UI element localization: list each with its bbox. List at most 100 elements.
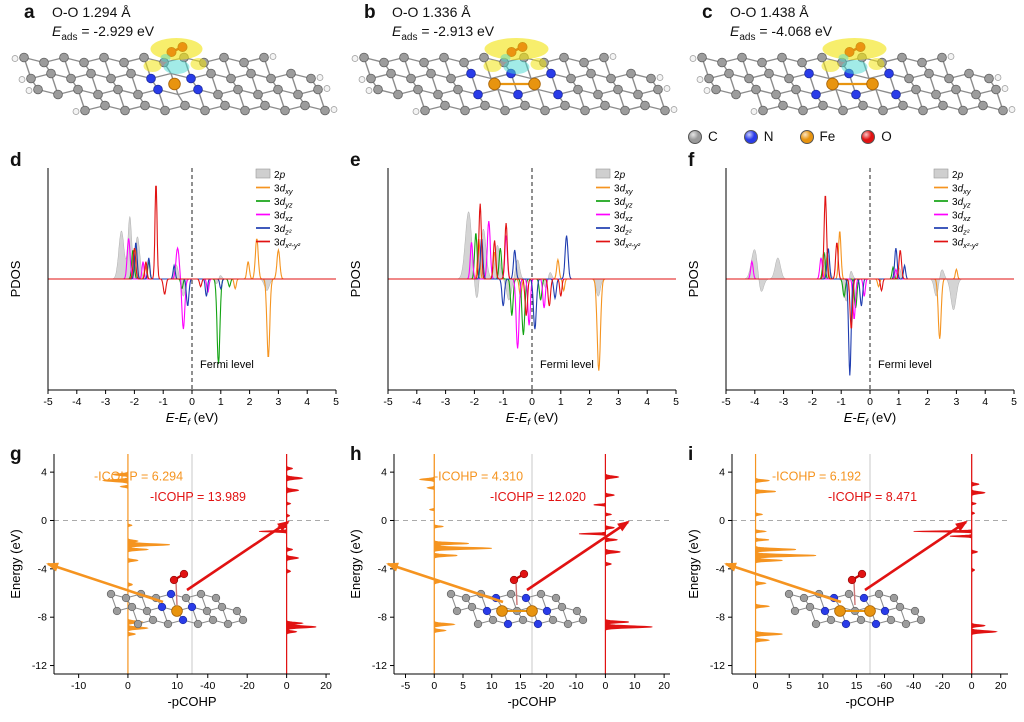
legend-label: Fe — [819, 129, 836, 144]
svg-text:3: 3 — [615, 396, 621, 408]
svg-text:3dxz: 3dxz — [274, 211, 293, 224]
svg-text:-ICOHP = 8.471: -ICOHP = 8.471 — [828, 490, 917, 504]
svg-text:0: 0 — [125, 680, 131, 692]
eads-symbol: E — [730, 23, 740, 39]
panel-g: g -10 0 10 -40 -20 0 20 4 0 -4 -8 -12 -pCOHP Energy (… — [8, 444, 343, 722]
svg-text:-pCOHP: -pCOHP — [845, 694, 894, 709]
svg-text:0: 0 — [867, 396, 873, 408]
panel-letter-b: b — [364, 2, 376, 23]
svg-text:4: 4 — [41, 467, 47, 479]
svg-text:-8: -8 — [38, 612, 47, 624]
cohp-inset-structure — [386, 520, 630, 629]
legend-item-nitrogen: N — [743, 129, 774, 144]
adsorption-energy-label: Eads = -2.913 eV — [392, 22, 494, 47]
svg-text:-pCOHP: -pCOHP — [167, 694, 216, 709]
svg-text:15: 15 — [515, 680, 527, 692]
atom-color-legend: C N Fe O — [688, 129, 892, 144]
svg-text:2p: 2p — [274, 170, 286, 181]
svg-text:3dx²-y²: 3dx²-y² — [952, 238, 979, 251]
svg-text:3dyz: 3dyz — [952, 197, 971, 210]
svg-text:E-Ef (eV): E-Ef (eV) — [166, 410, 218, 428]
carbon-atom-swatch — [688, 129, 702, 144]
svg-text:5: 5 — [333, 396, 339, 408]
panel-a: a O-O 1.294 Å Eads = -2.929 eV — [8, 0, 343, 148]
svg-text:1: 1 — [896, 396, 902, 408]
eads-value: = -2.929 eV — [77, 23, 155, 39]
svg-text:3: 3 — [275, 396, 281, 408]
svg-text:-60: -60 — [877, 680, 892, 692]
svg-text:0: 0 — [719, 515, 725, 527]
cohp-inset-structure — [46, 520, 290, 629]
svg-text:Energy (eV): Energy (eV) — [8, 529, 23, 598]
svg-text:-3: -3 — [441, 396, 450, 408]
panel-letter-e: e — [350, 150, 361, 171]
legend-item-oxygen: O — [861, 129, 892, 144]
oxygen-atom-swatch — [861, 129, 876, 144]
panel-c: c O-O 1.438 Å Eads = -4.068 eV — [686, 0, 1021, 148]
svg-text:1: 1 — [218, 396, 224, 408]
svg-text:10: 10 — [817, 680, 829, 692]
eads-value: = -2.913 eV — [417, 23, 495, 39]
svg-text:-4: -4 — [38, 563, 47, 575]
legend-label: N — [763, 129, 774, 144]
svg-text:3dxz: 3dxz — [614, 211, 633, 224]
svg-text:-3: -3 — [101, 396, 110, 408]
svg-text:E-Ef (eV): E-Ef (eV) — [844, 410, 896, 428]
svg-text:3dz²: 3dz² — [614, 224, 632, 237]
svg-text:4: 4 — [982, 396, 988, 408]
svg-text:20: 20 — [995, 680, 1007, 692]
svg-text:-20: -20 — [240, 680, 255, 692]
svg-text:4: 4 — [304, 396, 310, 408]
bond-length-label: O-O 1.294 Å — [52, 4, 131, 20]
svg-text:Energy (eV): Energy (eV) — [686, 529, 701, 598]
svg-text:5: 5 — [1011, 396, 1017, 408]
svg-text:1: 1 — [558, 396, 564, 408]
nitrogen-atom-swatch — [743, 129, 758, 144]
svg-text:-5: -5 — [383, 396, 392, 408]
svg-text:-20: -20 — [539, 680, 554, 692]
svg-text:0: 0 — [431, 680, 437, 692]
svg-text:-4: -4 — [750, 396, 759, 408]
molecule-structure-a — [11, 38, 338, 116]
svg-text:10: 10 — [629, 680, 641, 692]
svg-text:3dyz: 3dyz — [274, 197, 293, 210]
svg-text:2: 2 — [247, 396, 253, 408]
legend-label: O — [881, 129, 892, 144]
svg-text:-3: -3 — [779, 396, 788, 408]
svg-text:Energy (eV): Energy (eV) — [348, 529, 363, 598]
panel-f: f -5 -4 -3 -2 -1 0 1 2 3 4 5 E-Ef (eV) PDOS Fermi lev… — [686, 150, 1021, 442]
svg-text:2: 2 — [925, 396, 931, 408]
eads-symbol: E — [392, 23, 402, 39]
svg-text:-2: -2 — [808, 396, 817, 408]
panel-letter-h: h — [350, 444, 362, 465]
svg-text:0: 0 — [41, 515, 47, 527]
svg-text:-40: -40 — [906, 680, 921, 692]
svg-text:20: 20 — [658, 680, 670, 692]
svg-text:-1: -1 — [159, 396, 168, 408]
svg-text:PDOS: PDOS — [686, 260, 701, 297]
svg-text:-ICOHP = 12.020: -ICOHP = 12.020 — [490, 490, 586, 504]
svg-text:0: 0 — [969, 680, 975, 692]
panel-i: i 0 5 10 15 -60 -40 -20 0 20 4 0 -4 -8 -12 -pCOHP Energ… — [686, 444, 1021, 722]
molecule-structure-b — [351, 38, 678, 116]
panel-letter-f: f — [688, 150, 695, 171]
legend-item-iron: Fe — [799, 129, 836, 144]
annotation-block-c: O-O 1.438 Å Eads = -4.068 eV — [730, 3, 832, 47]
molecule-structure-c — [689, 38, 1016, 116]
svg-text:20: 20 — [320, 680, 332, 692]
svg-text:-20: -20 — [935, 680, 950, 692]
svg-text:10: 10 — [171, 680, 183, 692]
svg-text:-pCOHP: -pCOHP — [507, 694, 556, 709]
svg-text:-ICOHP = 6.294: -ICOHP = 6.294 — [94, 470, 183, 484]
svg-text:-4: -4 — [412, 396, 421, 408]
pdos-chart-e: -5 -4 -3 -2 -1 0 1 2 3 4 5 E-Ef (eV) PDOS Fermi level… — [348, 168, 679, 428]
svg-text:0: 0 — [602, 680, 608, 692]
svg-text:-2: -2 — [470, 396, 479, 408]
svg-text:10: 10 — [486, 680, 498, 692]
bond-length-label: O-O 1.438 Å — [730, 4, 809, 20]
eads-subscript: ads — [61, 31, 78, 43]
legend-label: C — [708, 129, 718, 144]
svg-text:E-Ef (eV): E-Ef (eV) — [506, 410, 558, 428]
svg-text:3dxy: 3dxy — [952, 184, 972, 197]
